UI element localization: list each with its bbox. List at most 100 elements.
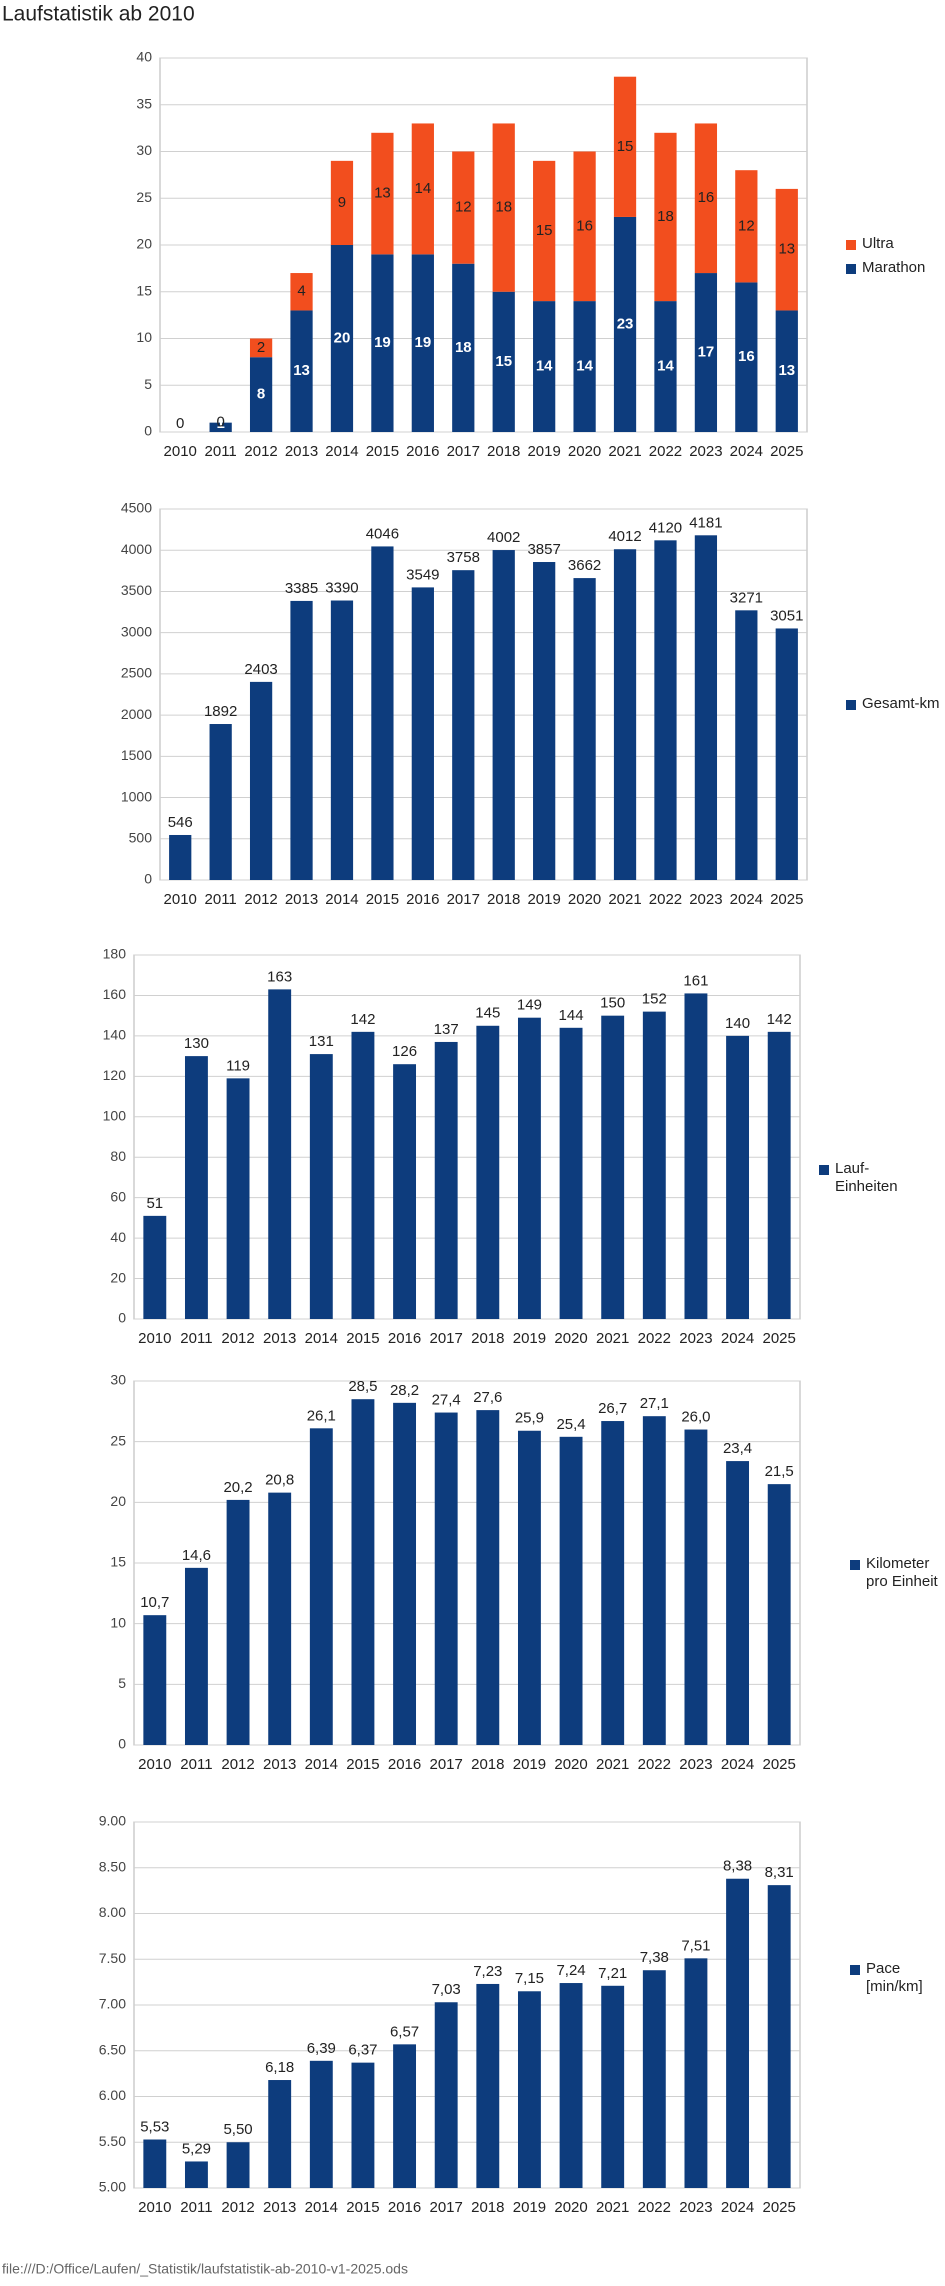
data-label: 23,4 bbox=[723, 1440, 752, 1457]
data-label: 145 bbox=[475, 1005, 500, 1022]
data-label: 20,2 bbox=[223, 1479, 252, 1496]
data-label: 28,5 bbox=[348, 1378, 377, 1395]
data-label: 546 bbox=[168, 814, 193, 831]
data-label: 3857 bbox=[527, 541, 560, 558]
x-tick-label: 2018 bbox=[487, 891, 520, 908]
x-tick-label: 2011 bbox=[205, 891, 237, 908]
bar bbox=[601, 1421, 625, 1745]
x-tick-label: 2014 bbox=[305, 1330, 338, 1347]
bar bbox=[642, 1416, 666, 1745]
bar bbox=[735, 610, 758, 880]
bar bbox=[735, 170, 758, 283]
legend-swatch bbox=[846, 264, 856, 274]
bar bbox=[533, 160, 556, 302]
data-label: 131 bbox=[309, 1033, 334, 1050]
data-label: 163 bbox=[267, 968, 292, 985]
bar bbox=[309, 1054, 333, 1319]
data-label: 130 bbox=[184, 1035, 209, 1052]
data-label: 161 bbox=[683, 972, 708, 989]
legend-box: Marathon bbox=[862, 259, 926, 276]
y-tick-label: 7.00 bbox=[99, 1996, 126, 2012]
data-label: 0 bbox=[176, 415, 184, 432]
x-tick-label: 2023 bbox=[679, 2199, 712, 2216]
legend-swatch bbox=[819, 1165, 829, 1175]
y-tick-label: 35 bbox=[136, 95, 152, 111]
data-label: 26,1 bbox=[307, 1407, 336, 1424]
bar bbox=[775, 310, 798, 432]
x-tick-label: 2017 bbox=[447, 891, 480, 908]
legend-label: Kilometer pro Einheit bbox=[866, 1555, 938, 1590]
data-label: 7,21 bbox=[598, 1965, 627, 1982]
bar bbox=[694, 273, 718, 432]
data-label: 126 bbox=[392, 1043, 417, 1060]
y-tick-label: 4000 bbox=[121, 541, 152, 557]
y-tick-label: 0 bbox=[144, 871, 152, 887]
data-label: 18 bbox=[657, 208, 674, 225]
y-tick-label: 5 bbox=[118, 1675, 126, 1691]
x-tick-label: 2016 bbox=[406, 443, 439, 460]
data-label: 16 bbox=[738, 348, 755, 365]
bar bbox=[393, 1064, 417, 1319]
bar bbox=[533, 562, 556, 880]
bar bbox=[268, 2080, 292, 2188]
legend-label: Lauf-Einheiten bbox=[835, 1160, 898, 1195]
data-label: 142 bbox=[767, 1011, 792, 1028]
y-tick-label: 3500 bbox=[121, 582, 152, 598]
bar bbox=[184, 2161, 208, 2188]
data-label: 3271 bbox=[730, 589, 763, 606]
legend-label: Marathon bbox=[862, 259, 926, 276]
bar bbox=[143, 1215, 167, 1319]
x-tick-label: 2024 bbox=[721, 1330, 754, 1347]
data-label: 4012 bbox=[608, 528, 641, 545]
x-tick-label: 2022 bbox=[638, 1330, 671, 1347]
data-label: 14,6 bbox=[182, 1547, 211, 1564]
data-label: 142 bbox=[350, 1011, 375, 1028]
bar bbox=[767, 1484, 791, 1745]
data-label: 140 bbox=[725, 1015, 750, 1032]
x-tick-label: 2014 bbox=[325, 891, 358, 908]
data-label: 152 bbox=[642, 991, 667, 1008]
bar bbox=[726, 1035, 750, 1319]
data-label: 8 bbox=[257, 386, 265, 403]
x-tick-label: 2015 bbox=[346, 1330, 379, 1347]
x-tick-label: 2013 bbox=[263, 2199, 296, 2216]
x-tick-label: 2017 bbox=[430, 1330, 463, 1347]
x-tick-label: 2021 bbox=[596, 1330, 629, 1347]
x-tick-label: 2014 bbox=[305, 2199, 338, 2216]
data-label: 25,9 bbox=[515, 1410, 544, 1427]
y-tick-label: 3000 bbox=[121, 623, 152, 639]
y-tick-label: 10 bbox=[110, 1614, 126, 1630]
x-tick-label: 2019 bbox=[527, 891, 560, 908]
y-tick-label: 5.00 bbox=[99, 2179, 126, 2195]
data-label: 149 bbox=[517, 997, 542, 1014]
x-tick-label: 2016 bbox=[406, 891, 439, 908]
bar bbox=[492, 550, 515, 880]
data-label: 20,8 bbox=[265, 1472, 294, 1489]
bar bbox=[290, 600, 313, 880]
y-tick-label: 6.00 bbox=[99, 2087, 126, 2103]
bar bbox=[573, 301, 596, 432]
y-tick-label: 1500 bbox=[121, 747, 152, 763]
bar bbox=[411, 254, 434, 432]
data-label: 27,1 bbox=[640, 1395, 669, 1412]
y-tick-label: 9.00 bbox=[99, 1813, 126, 1829]
data-label: 4046 bbox=[366, 525, 399, 542]
bar bbox=[330, 600, 354, 880]
bar bbox=[249, 338, 273, 358]
legend-box: Lauf-Einheiten bbox=[835, 1160, 898, 1195]
data-label: 6,57 bbox=[390, 2023, 419, 2040]
bar bbox=[268, 1492, 292, 1745]
bar bbox=[775, 628, 798, 880]
x-tick-label: 2016 bbox=[388, 2199, 421, 2216]
data-label: 19 bbox=[415, 334, 432, 351]
y-tick-label: 60 bbox=[110, 1188, 126, 1204]
y-tick-label: 25 bbox=[110, 1432, 126, 1448]
x-tick-label: 2020 bbox=[568, 443, 601, 460]
data-label: 51 bbox=[146, 1195, 163, 1212]
data-label: 26,7 bbox=[598, 1400, 627, 1417]
data-label: 1 bbox=[216, 415, 224, 432]
bar bbox=[268, 989, 292, 1319]
bar bbox=[226, 1078, 250, 1319]
